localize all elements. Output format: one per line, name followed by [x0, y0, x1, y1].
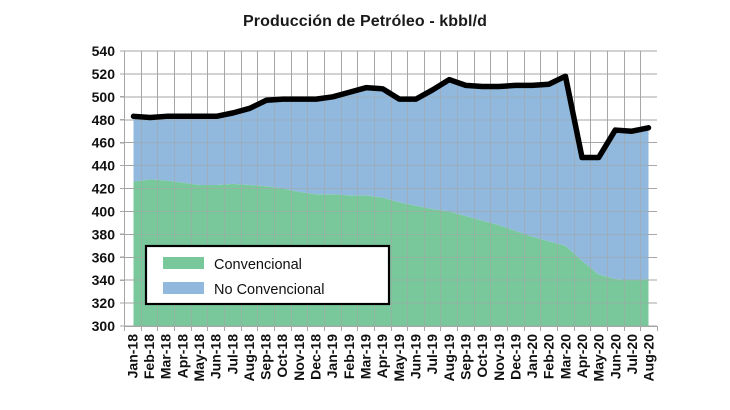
legend-label-no-convencional: No Convencional: [214, 282, 324, 298]
total-production-line: [130, 73, 652, 161]
legend-label-convencional: Convencional: [214, 257, 302, 273]
y-axis-tick: 460: [92, 135, 116, 151]
x-axis-tick: Apr-20: [574, 334, 590, 379]
x-axis-tick: Mar-20: [557, 334, 573, 379]
x-axis-tick: Jan-18: [124, 334, 140, 379]
y-axis-tick: 520: [92, 66, 116, 82]
legend-swatch-no-convencional: [163, 282, 204, 294]
axis-frame: [120, 50, 659, 331]
x-axis-tick: May-20: [591, 334, 607, 382]
x-axis-tick: Jun-18: [208, 334, 224, 379]
x-axis-tick: Nov-19: [491, 334, 507, 381]
x-axis-tick: Mar-19: [358, 334, 374, 379]
y-axis-tick: 400: [92, 203, 116, 219]
chart-legend: Convencional No Convencional: [144, 244, 391, 306]
x-axis-tick: Oct-19: [474, 334, 490, 378]
y-axis-tick: 340: [92, 272, 116, 288]
x-axis-tick: Jun-19: [407, 334, 423, 379]
x-axis-tick: Jun-20: [607, 334, 623, 379]
x-axis-tick: May-18: [191, 334, 207, 382]
x-axis-tick: Jul-20: [624, 334, 640, 375]
x-axis-tick: Dec-19: [507, 334, 523, 380]
x-axis-tick: Jan-20: [524, 334, 540, 379]
x-axis-tick: Apr-18: [174, 334, 190, 379]
x-axis-tick: Aug-18: [241, 334, 257, 382]
y-axis-tick-labels: 540 520 500 480 460 440 420 400 380 360 340 320 300: [92, 43, 116, 334]
x-axis-tick: May-19: [391, 334, 407, 382]
x-axis-tick: Oct-18: [274, 334, 290, 378]
x-axis-tick: Apr-19: [374, 334, 390, 379]
x-axis-tick: Feb-19: [341, 334, 357, 379]
y-axis-tick: 320: [92, 295, 116, 311]
x-axis-tick: Jan-19: [324, 334, 340, 379]
legend-swatch-convencional: [163, 257, 204, 269]
x-axis-tick: Aug-19: [441, 334, 457, 382]
x-axis-tick: Mar-18: [158, 334, 174, 379]
y-axis-tick: 300: [92, 318, 116, 334]
y-axis-tick: 480: [92, 112, 116, 128]
x-axis-tick: Aug-20: [641, 334, 657, 382]
x-axis-tick: Jul-19: [424, 334, 440, 375]
x-axis-tick: Feb-18: [141, 334, 157, 379]
chart-title: Producción de Petróleo - kbbl/d: [242, 13, 487, 30]
y-axis-tick: 540: [92, 43, 116, 59]
y-axis-tick: 380: [92, 226, 116, 242]
x-axis-tick: Dec-18: [308, 334, 324, 380]
x-axis-tick: Feb-20: [541, 334, 557, 379]
y-axis-tick: 500: [92, 89, 116, 105]
x-axis-tick: Sep-18: [258, 334, 274, 380]
x-axis-tick-labels: Jan-18 Feb-18 Mar-18 Apr-18 May-18 Jun-18 Jul-…: [124, 334, 656, 382]
x-axis-tick: Nov-18: [291, 334, 307, 381]
x-axis-tick: Sep-19: [457, 334, 473, 380]
x-axis-tick: Jul-18: [224, 334, 240, 375]
y-axis-tick: 420: [92, 181, 116, 197]
y-axis-tick: 360: [92, 249, 116, 265]
y-axis-tick: 440: [92, 158, 116, 174]
